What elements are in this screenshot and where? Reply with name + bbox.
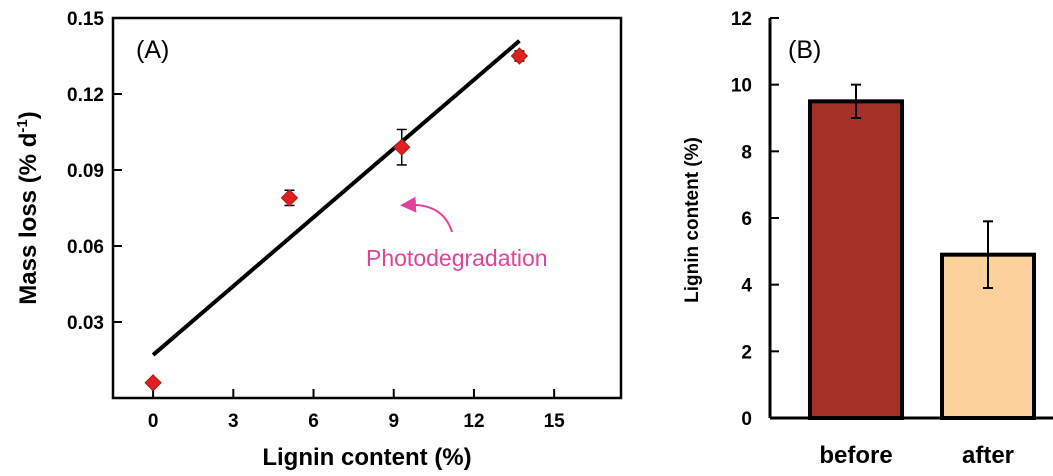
y-tick-label-b: 6	[741, 209, 752, 230]
plot-frame-a	[111, 16, 623, 400]
y-tick-label-b: 2	[741, 342, 752, 363]
x-tick-label-a: 6	[308, 411, 319, 432]
data-points-a	[144, 47, 529, 392]
x-axis-label-a: Lignin content (%)	[262, 444, 471, 471]
x-tick-label-a: 3	[228, 411, 239, 432]
y-tick-label-a: 0.03	[67, 313, 104, 334]
y-ticks-a: 0.03 0.06 0.09 0.12 0.15	[67, 9, 122, 334]
annotation-arrow	[400, 196, 453, 233]
fit-line	[151, 39, 521, 357]
panel-label-b: (B)	[788, 36, 821, 64]
y-axis-label-a-main: Mass loss (% d	[15, 133, 42, 305]
x-ticks-a: 0 3 6 9 12 15	[148, 389, 565, 432]
y-tick-label-b: 10	[731, 76, 752, 97]
data-point	[510, 47, 529, 65]
data-point	[280, 189, 299, 207]
y-tick-label-a: 0.15	[67, 9, 104, 30]
y-tick-label-a: 0.09	[67, 161, 104, 182]
bar-before	[808, 99, 904, 420]
y-axis-label-b: Lignin content (%)	[682, 137, 703, 303]
data-point	[393, 138, 411, 156]
panel-a: (A) 0.03 0.06 0.09 0.12 0.15 0 3 6 9 12 15 Photod…	[14, 9, 623, 471]
y-tick-label-b: 8	[741, 142, 752, 163]
panel-b: (B) 0 2 4 6 8 10 12 before after Lignin content…	[682, 9, 1053, 469]
y-tick-label-b: 12	[731, 9, 752, 30]
y-tick-label-b: 0	[741, 409, 752, 430]
y-axis-label-a-sup: -1	[14, 119, 31, 132]
y-tick-label-a: 0.06	[67, 237, 104, 258]
annotation-text: Photodegradation	[366, 245, 548, 271]
category-label-before: before	[819, 442, 892, 469]
y-ticks-b: 0 2 4 6 8 10 12	[731, 9, 779, 430]
y-axis-label-a-close: )	[15, 111, 42, 119]
x-tick-label-a: 9	[388, 411, 399, 432]
category-label-after: after	[962, 442, 1014, 469]
y-tick-label-b: 4	[741, 276, 752, 297]
data-point	[144, 374, 162, 392]
x-tick-label-a: 15	[544, 411, 566, 432]
bars-b: before after	[808, 83, 1036, 469]
x-tick-label-a: 0	[148, 411, 159, 432]
x-tick-label-a: 12	[463, 411, 484, 432]
panel-label-a: (A)	[136, 36, 169, 64]
y-axis-label-a: Mass loss (% d-1)	[14, 111, 42, 304]
bar-after	[940, 252, 1036, 420]
y-tick-label-a: 0.12	[67, 85, 104, 106]
